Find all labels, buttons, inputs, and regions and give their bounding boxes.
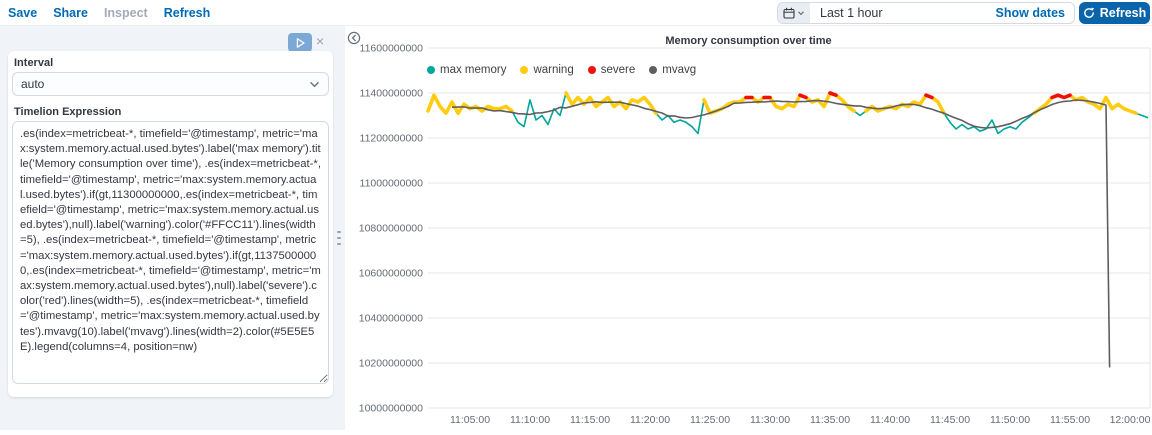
x-axis-tick-label: 11:15:00 [570,414,610,426]
interval-label: Interval [14,57,54,69]
time-range-value[interactable]: Last 1 hour [820,6,883,20]
series-warning [426,91,1138,115]
legend-item-mvavg[interactable]: mvavg [649,64,696,76]
menu-item-refresh[interactable]: Refresh [163,5,211,20]
x-axis-tick-label: 11:40:00 [870,414,910,426]
x-axis-tick-label: 12:00:00 [1110,414,1151,426]
legend-item-max-memory[interactable]: max memory [427,64,506,76]
legend-dot [520,66,529,74]
legend-label: warning [533,64,574,76]
legend-dot [587,66,596,74]
y-axis-tick-label: 10200000000 [359,358,423,370]
show-dates-link[interactable]: Show dates [995,6,1065,20]
y-axis-tick-label: 11600000000 [360,43,424,55]
panel-resize-divider[interactable] [334,26,345,430]
legend-item-severe[interactable]: severe [587,64,636,76]
menu-item-save[interactable]: Save [8,5,38,20]
interval-selected-value: auto [21,77,45,91]
y-axis-tick-label: 10600000000 [359,268,423,280]
x-axis-tick-label: 11:55:00 [1050,414,1090,426]
x-axis-tick-label: 11:25:00 [690,414,730,426]
x-axis-tick-label: 11:10:00 [510,414,550,426]
chart-title: Memory consumption over time [665,35,832,47]
expression-form-card: Interval auto Timelion Expression .es(in… [8,51,333,397]
x-axis-tick-label: 11:20:00 [630,414,670,426]
y-axis-tick-label: 11200000000 [360,133,424,145]
legend-dot [427,66,435,74]
y-axis-tick-label: 11400000000 [360,88,424,100]
x-axis-tick-label: 11:30:00 [750,414,790,426]
chart-area: Memory consumption over time max memory w… [345,26,1152,430]
chevron-down-icon [798,11,804,16]
interval-select[interactable]: auto [12,72,329,96]
time-range-picker[interactable]: Last 1 hour Show dates [777,2,1075,24]
legend-label: mvavg [662,64,697,76]
expression-label: Timelion Expression [14,106,122,118]
refresh-button-label: Refresh [1099,6,1147,20]
topbar-menu: Save Share Inspect Refresh [8,0,210,25]
time-controls: Last 1 hour Show dates Refresh [777,2,1150,24]
y-axis-tick-label: 10800000000 [359,223,423,235]
calendar-dropdown-button[interactable] [778,3,810,23]
chart-legend: max memory warning severe mvavg [427,64,696,76]
menu-item-inspect: Inspect [103,5,148,20]
timelion-expression-input[interactable]: .es(index=metricbeat-*, timefield='@time… [12,121,329,384]
menu-item-share[interactable]: Share [53,5,88,20]
series-severe [744,91,1072,100]
collapse-panel-icon[interactable] [347,31,361,45]
refresh-button[interactable]: Refresh [1079,2,1150,24]
x-axis-tick-label: 11:50:00 [990,414,1030,426]
x-axis-tick-label: 11:45:00 [930,414,970,426]
close-panel-icon[interactable]: × [316,33,325,49]
legend-label: max memory [440,64,507,76]
timeseries-plot[interactable]: 11600000000 11400000000 11200000000 1100000… [345,26,1152,430]
y-axis-tick-label: 10400000000 [359,313,423,325]
legend-dot [649,66,658,74]
play-icon [296,37,305,48]
series-mvavg [451,99,1111,368]
calendar-icon [783,7,795,19]
run-expression-button[interactable] [288,33,312,52]
timelion-expression-panel: × Interval auto Timelion Expression .es(… [0,26,334,430]
x-axis-tick-label: 11:05:00 [450,414,490,426]
resize-handle[interactable] [337,231,341,245]
chevron-down-icon [310,81,319,87]
legend-label: severe [600,64,636,76]
y-axis-tick-label: 11000000000 [360,178,424,190]
x-axis-tick-label: 11:35:00 [810,414,850,426]
y-axis-tick-label: 10000000000 [359,403,423,415]
legend-item-warning[interactable]: warning [520,64,574,76]
top-bar: Save Share Inspect Refresh Last 1 hour Show… [0,0,1152,26]
refresh-icon [1083,7,1094,18]
